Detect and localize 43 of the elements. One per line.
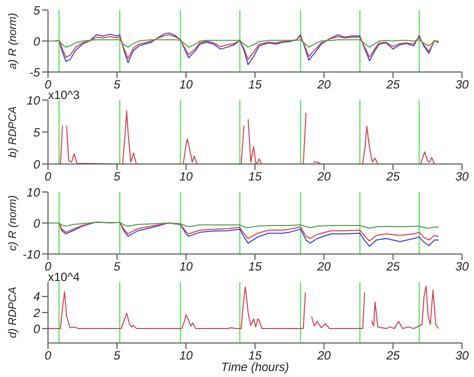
y-tick-label: 5 — [33, 125, 40, 140]
x-tick-label: 20 — [316, 78, 331, 92]
y-tick-label: 10 — [26, 185, 40, 200]
x-tick-label: 25 — [385, 170, 400, 184]
x-tick-label: 15 — [248, 348, 262, 363]
x-tick-label: 5 — [114, 170, 121, 184]
y-axis-title: c) R (norm) — [6, 194, 19, 251]
x-tick-label: 5 — [114, 260, 121, 274]
x-tick-label: 30 — [455, 170, 469, 184]
y-tick-label: -5 — [29, 65, 40, 80]
y-tick-label: 0 — [33, 216, 40, 230]
x-tick-label: 0 — [44, 170, 52, 184]
x-tick-label: 20 — [316, 348, 331, 363]
x-tick-label: 15 — [248, 260, 262, 274]
x-tick-label: 15 — [248, 170, 262, 184]
x-tick-label: 10 — [179, 260, 193, 274]
y-tick-label: 5 — [33, 3, 40, 18]
x-tick-label: 30 — [455, 348, 469, 363]
x-tick-label: 30 — [455, 260, 469, 274]
x-tick-label: 5 — [114, 348, 121, 363]
x-tick-label: 20 — [316, 170, 331, 184]
x-tick-label: 10 — [179, 348, 193, 363]
x-tick-label: 25 — [385, 348, 400, 363]
x-tick-label: 25 — [385, 78, 400, 92]
x-tick-label: 10 — [179, 170, 193, 184]
y-tick-label: -10 — [22, 247, 40, 262]
x-tick-label: 0 — [44, 348, 52, 363]
y-tick-label: 0 — [33, 157, 40, 172]
x-tick-label: 15 — [248, 78, 262, 92]
x-tick-label: 20 — [316, 260, 331, 274]
y-axis-title: b) RDPCA — [6, 106, 19, 158]
x-tick-label: 5 — [114, 78, 121, 92]
y-tick-label: 4 — [33, 290, 40, 304]
y-tick-label: 10 — [26, 93, 40, 108]
x-tick-label: 10 — [179, 78, 193, 92]
y-tick-label: 0 — [33, 322, 40, 336]
x-tick-label: 25 — [385, 260, 400, 274]
x-tick-label: 30 — [455, 78, 469, 92]
y-tick-label: 0 — [33, 34, 40, 48]
y-axis-title: d) RDPCA — [6, 286, 19, 338]
y-tick-label: 2 — [32, 306, 40, 320]
x-axis-title: Time (hours) — [221, 360, 289, 374]
y-axis-title: a) R (norm) — [6, 12, 19, 70]
